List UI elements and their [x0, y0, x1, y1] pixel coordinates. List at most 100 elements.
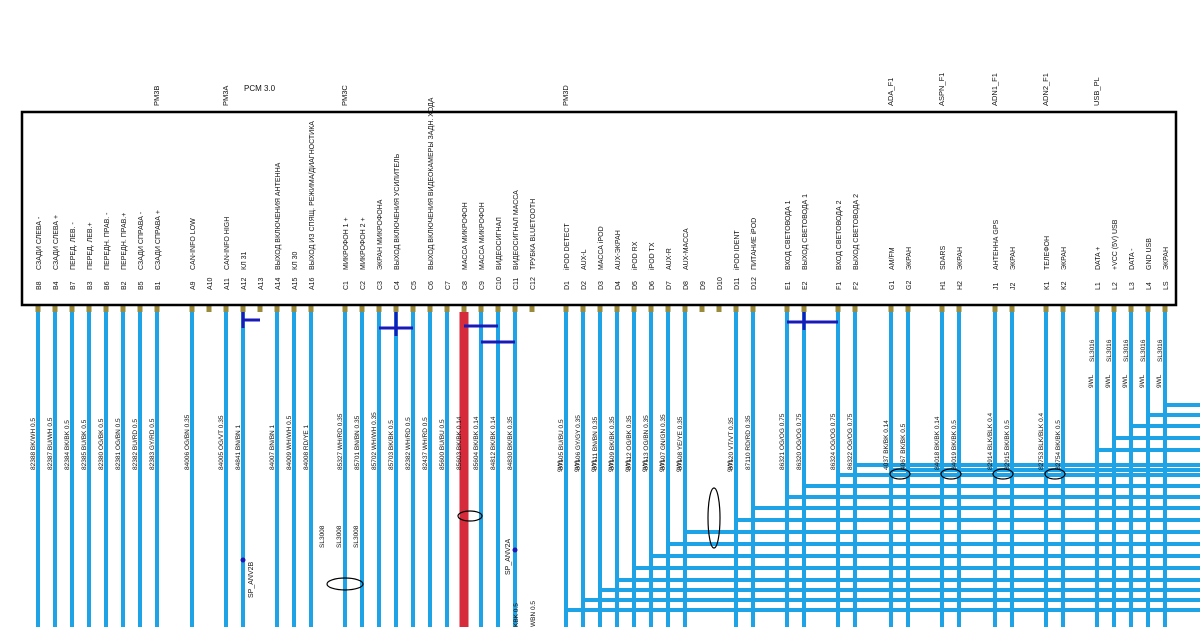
- pin-stub-h2: [956, 305, 962, 312]
- pin-id-ls: LS: [1163, 281, 1170, 290]
- twist-marker-0: [326, 577, 364, 591]
- wire-label-c9: 85604 BK/BK 0.14: [473, 416, 480, 470]
- pin-id-d3: D3: [598, 281, 605, 290]
- pin-label-l1: DATA +: [1095, 247, 1102, 270]
- wire-label-h2: 84019 BK/BK 0.5: [951, 420, 958, 470]
- wire-label-f1: 86324 OG/OG 0.75: [830, 413, 837, 470]
- wire-label-b1: 82383 GY/RD 0.5: [149, 418, 156, 470]
- wire-label-e2: 86320 OG/OG 0.75: [796, 413, 803, 470]
- shield-label-d-7: 9WL: [676, 458, 683, 472]
- pin-label-c3: ЭКРАН МИКРОФОНА: [377, 199, 384, 270]
- pin-id-c10: C10: [496, 277, 503, 290]
- shield-label-d-0: 9WL: [557, 458, 564, 472]
- connector-name-adn1_f1: ADN1_F1: [990, 73, 999, 106]
- wire-label-d8: 87108 YE/YE 0.35: [677, 416, 684, 470]
- connector-name-usb_pl: USB_PL: [1092, 77, 1101, 106]
- module-title: PCM 3.0: [244, 84, 276, 93]
- twist-marker-2: [707, 487, 721, 549]
- pin-id-c3: C3: [377, 281, 384, 290]
- pin-stub-a9: [189, 305, 195, 312]
- pin-label-c6: ВЫХОД ВКЛЮЧЕНИЯ ВИДЕОКАМЕРЫ ЗАДН. ХОДА: [428, 97, 435, 270]
- splice-label-sp-anv2b: SP_ANV2B: [248, 561, 255, 598]
- pin-id-b7: B7: [70, 281, 77, 290]
- pin-label-k2: ЭКРАН: [1061, 247, 1068, 270]
- wire-label-a16: 84008 RD/YE 1: [303, 424, 310, 470]
- wire-label-h1: 84018 BK/BK 0.14: [934, 416, 941, 470]
- pin-stub-d12: [750, 305, 756, 312]
- pin-label-d5: iPOD RX: [632, 241, 639, 270]
- pin-id-a9: A9: [190, 281, 197, 290]
- wire-label-l3: SL3016: [1123, 339, 1130, 362]
- pin-stub-l4: [1145, 305, 1151, 312]
- pin-id-f2: F2: [853, 282, 860, 290]
- wire-label-k2: 82754 BK/BK 0.5: [1055, 420, 1062, 470]
- wire-label-a15: 84009 WH/WH 0.5: [286, 415, 293, 470]
- pin-label-c10: ВИДЕОСИГНАЛ: [496, 217, 503, 270]
- pin-label-l2: +VCC (5V) USB: [1112, 219, 1119, 270]
- pin-label-c1: МИКРОФОН 1 +: [343, 217, 350, 270]
- shield-label-d-4: 9WL: [625, 458, 632, 472]
- pin-id-c7: C7: [445, 281, 452, 290]
- pin-stub-k1: [1043, 305, 1049, 312]
- pin-label-d3: МАССА iPOD: [598, 226, 605, 270]
- pin-label-c2: МИКРОФОН 2 +: [360, 217, 367, 270]
- shield-label-usb-2: 9WL: [1122, 374, 1129, 388]
- pin-stub-b1: [154, 305, 160, 312]
- shield-label-usb-0: 9WL: [1088, 374, 1095, 388]
- pin-stub-c1: [342, 305, 348, 312]
- pin-label-l4: GND USB: [1146, 238, 1153, 270]
- pin-stub-ls: [1162, 305, 1168, 312]
- pin-id-c2: C2: [360, 281, 367, 290]
- pin-stub-a13: [257, 305, 263, 312]
- pin-stub-b3: [86, 305, 92, 312]
- pin-stub-c2: [359, 305, 365, 312]
- pin-id-f1: F1: [836, 282, 843, 290]
- pin-stub-b6: [103, 305, 109, 312]
- pin-label-a12: КЛ 31: [241, 251, 248, 270]
- pin-stub-g2: [905, 305, 911, 312]
- pin-label-c4: ВЫХОД ВКЛЮЧЕНИЯ УСИЛИТЕЛЬ: [394, 153, 401, 270]
- wire-label-b5: 82382 BU/RD 0.5: [132, 419, 139, 470]
- pin-id-c8: C8: [462, 281, 469, 290]
- wire-label-b7: 82384 BK/BK 0.5: [64, 420, 71, 470]
- pin-id-a12: A12: [241, 277, 248, 290]
- shield-label-usb-1: 9WL: [1105, 374, 1112, 388]
- pin-stub-c11: [512, 305, 518, 312]
- pin-stub-d3: [597, 305, 603, 312]
- pin-label-d2: AUX-L: [581, 249, 588, 270]
- pin-id-a13: A13: [258, 277, 265, 290]
- pin-label-d4: AUX-ЭКРАН: [615, 230, 622, 270]
- pin-stub-k2: [1060, 305, 1066, 312]
- pin-id-l4: L4: [1146, 282, 1153, 290]
- pin-stub-a16: [308, 305, 314, 312]
- wire-label-b8: 82388 BK/WH 0.5: [30, 418, 37, 470]
- pin-label-b1: СЗАДИ СПРАВА +: [155, 210, 162, 270]
- twist-marker-1: [457, 510, 483, 522]
- pin-label-c8: МАССА МИКРОФОН: [462, 202, 469, 270]
- pin-stub-b4: [52, 305, 58, 312]
- pin-id-b3: B3: [87, 281, 94, 290]
- pin-label-d7: AUX-R: [666, 248, 673, 270]
- wire-label-a14: 84007 BN/BN 1: [269, 424, 276, 470]
- pin-id-a14: A14: [275, 277, 282, 290]
- wire-label-b3: 82385 BU/BK 0.5: [81, 419, 88, 470]
- shield-label-d-1: 9WL: [574, 458, 581, 472]
- connector-name-pm3a: PM3A: [221, 86, 230, 106]
- pin-id-d6: D6: [649, 281, 656, 290]
- connector-name-ada_f1: ADA_F1: [886, 78, 895, 106]
- twist-marker-5: [992, 468, 1014, 480]
- wire-label-l1: SL3016: [1089, 339, 1096, 362]
- wire-label-d3: 87111 BN/BN 0.35: [592, 416, 599, 470]
- pin-id-l1: L1: [1095, 282, 1102, 290]
- pin-label-k1: ТЕЛЕФОН: [1044, 236, 1051, 270]
- pin-id-a15: A15: [292, 277, 299, 290]
- pin-stub-b2: [120, 305, 126, 312]
- pin-stub-c10: [495, 305, 501, 312]
- pin-label-j1: АНТЕННА GPS: [993, 219, 1000, 270]
- wire-label-g1: 4037 BK/BK 0.14: [883, 420, 890, 470]
- shield-label-usb-3: 9WL: [1139, 374, 1146, 388]
- pin-id-b8: B8: [36, 281, 43, 290]
- pin-label-b3: ПЕРЕД. ЛЕВ.+: [87, 222, 94, 270]
- pin-stub-d5: [631, 305, 637, 312]
- pin-label-a11: CAN-INFO HIGH: [224, 217, 231, 270]
